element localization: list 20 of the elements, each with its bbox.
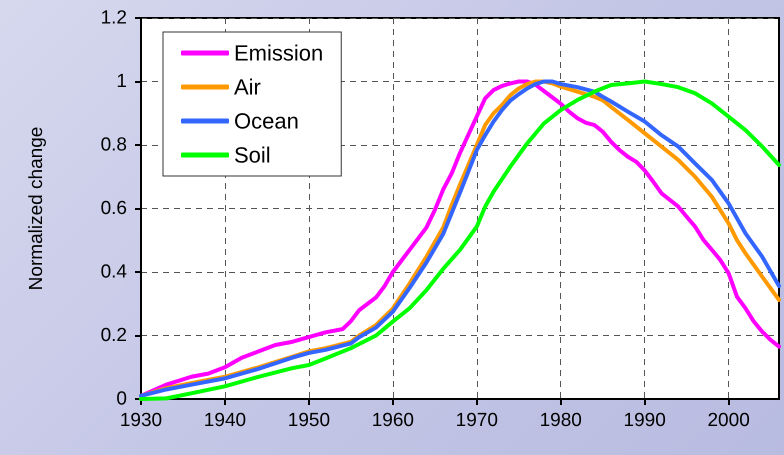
- y-tick-label: 0.2: [100, 325, 127, 346]
- legend-label: Emission: [234, 40, 324, 66]
- y-tick-label: 0.6: [100, 198, 127, 219]
- x-tick-label: 1990: [624, 410, 666, 431]
- x-tick-label: 1930: [120, 410, 162, 431]
- y-tick-label: 1: [116, 71, 127, 92]
- y-axis-title: Normalized change: [26, 126, 47, 290]
- x-tick-label: 1980: [540, 410, 582, 431]
- legend-label: Ocean: [234, 108, 299, 134]
- y-tick-label: 0.4: [100, 262, 128, 282]
- x-tick-label: 1940: [204, 410, 246, 431]
- y-tick-label: 1.2: [100, 8, 127, 28]
- y-tick-label: 0.8: [100, 134, 127, 156]
- legend-label: Air: [234, 74, 261, 100]
- x-tick-label: 1970: [456, 410, 498, 431]
- x-tick-label: 1950: [288, 410, 330, 431]
- legend-label: Soil: [234, 142, 271, 168]
- y-tick-label: 0: [116, 388, 127, 410]
- x-tick-label: 1960: [372, 410, 414, 431]
- x-tick-label: 2000: [707, 410, 750, 431]
